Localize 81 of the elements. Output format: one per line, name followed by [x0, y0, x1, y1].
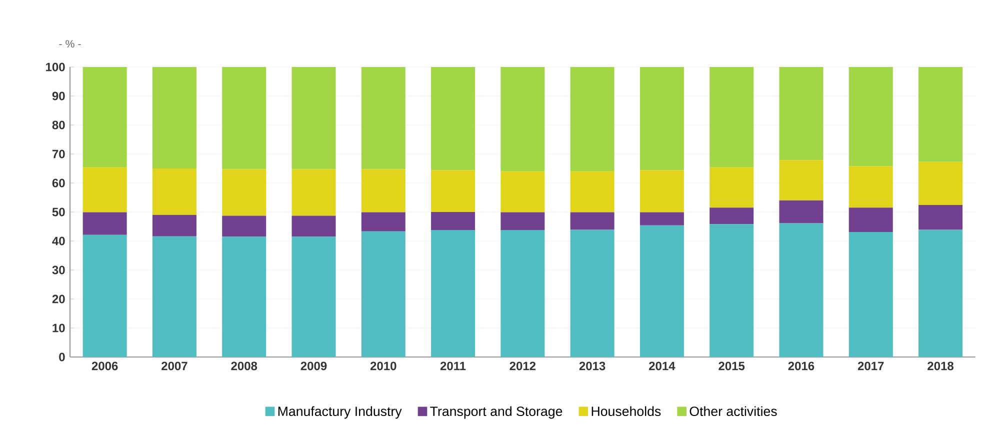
x-tick-label: 2012 [510, 362, 536, 370]
bar [779, 67, 824, 160]
bar [640, 170, 684, 212]
legend-label: Households [592, 406, 661, 416]
x-tick-label: 2006 [92, 362, 118, 370]
bar [82, 234, 127, 357]
bar [292, 216, 336, 237]
bar [222, 67, 266, 170]
bar [82, 167, 127, 212]
x-tick-label: 2015 [718, 362, 745, 370]
y-tick-label: 40 [52, 236, 65, 246]
x-tick-label: 2014 [649, 362, 676, 370]
bar [779, 200, 824, 224]
bar [918, 205, 963, 230]
bar [710, 167, 754, 208]
bar [361, 169, 406, 212]
bar [361, 231, 406, 357]
y-tick-label: 100 [46, 62, 65, 72]
bar [500, 171, 545, 212]
bar [82, 212, 127, 235]
x-tick-label: 2016 [788, 362, 814, 370]
bar [431, 67, 476, 170]
bar [152, 67, 196, 169]
bar [848, 232, 893, 357]
bar [710, 208, 754, 224]
bar [640, 67, 684, 170]
bar [640, 225, 684, 357]
bar [848, 208, 893, 232]
x-tick-label: 2009 [300, 362, 327, 370]
bar [570, 212, 614, 230]
bar [431, 230, 476, 357]
bar [82, 67, 127, 168]
bar [292, 169, 336, 216]
bar [500, 67, 545, 172]
x-tick-label: 2008 [231, 362, 258, 370]
bar [500, 212, 545, 230]
x-tick-label: 2018 [928, 362, 954, 370]
x-tick-label: 2007 [162, 362, 188, 370]
bar [431, 170, 476, 212]
bar [710, 67, 754, 168]
x-tick-label: 2010 [370, 362, 396, 370]
bar [570, 67, 614, 172]
y-tick-label: 90 [52, 92, 65, 100]
bar [779, 223, 824, 357]
legend-label: Transport and Storage [430, 406, 562, 419]
bar [152, 214, 196, 236]
bar [292, 67, 336, 170]
y-axis-title: - % - [59, 40, 81, 48]
y-tick-label: 70 [52, 150, 65, 158]
bar [431, 212, 476, 230]
bar [292, 236, 336, 357]
y-tick-label: 20 [52, 294, 65, 304]
legend-label: Manufactury Industry [278, 406, 402, 419]
x-tick-label: 2013 [579, 362, 606, 370]
bar [570, 171, 614, 212]
bar [500, 230, 545, 357]
bar [848, 67, 893, 166]
bar [848, 166, 893, 208]
bar [152, 236, 196, 357]
x-tick-label: 2011 [440, 362, 466, 370]
bar [152, 168, 196, 215]
bar [222, 216, 266, 237]
bar [570, 230, 614, 357]
bar [710, 224, 754, 357]
bar [918, 230, 963, 357]
bar [918, 67, 963, 162]
bar [222, 169, 266, 216]
y-tick-label: 60 [52, 178, 65, 188]
bar [361, 67, 406, 170]
y-tick-label: 50 [52, 208, 65, 216]
x-tick-label: 2017 [858, 362, 884, 370]
bar [361, 212, 406, 232]
bar [779, 160, 824, 200]
legend-label: Other activities [690, 406, 777, 416]
y-tick-label: 0 [59, 352, 65, 362]
bar [222, 236, 266, 357]
y-tick-label: 80 [52, 120, 65, 130]
y-tick-label: 10 [52, 324, 65, 332]
y-tick-label: 30 [52, 266, 65, 274]
bar [640, 212, 684, 226]
bar [918, 162, 963, 206]
